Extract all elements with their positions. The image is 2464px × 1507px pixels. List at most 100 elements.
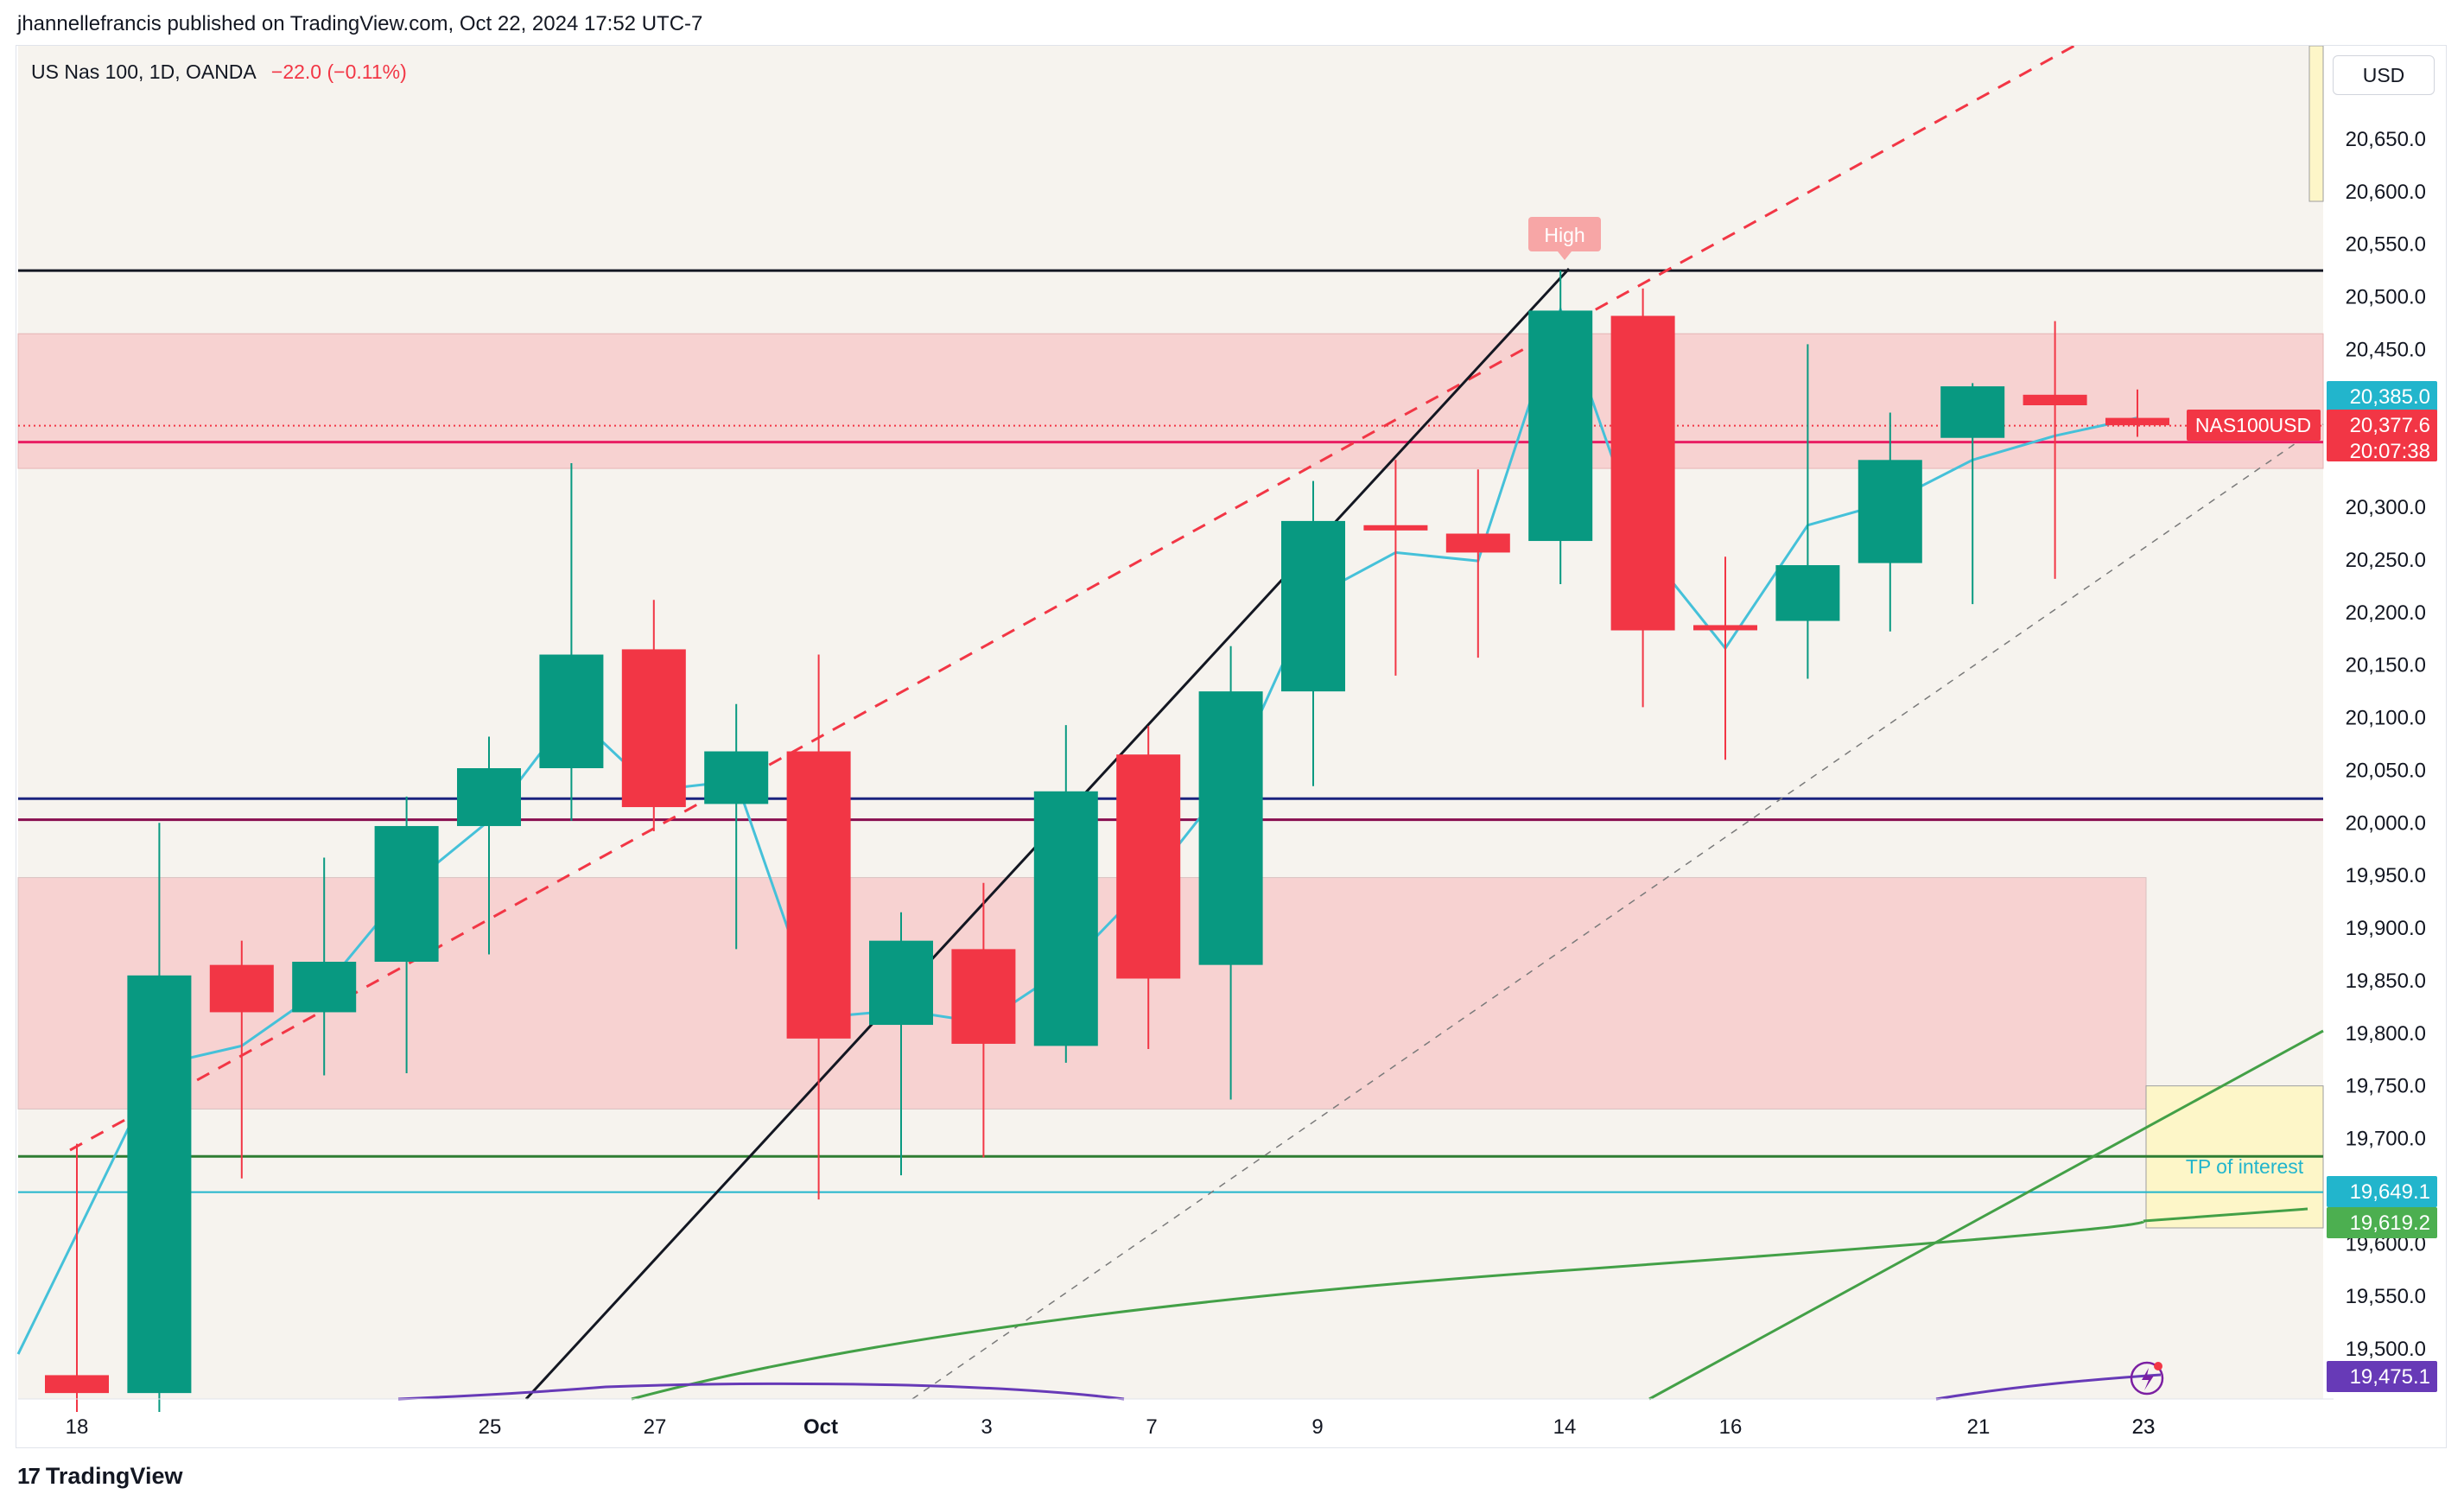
candle-body <box>869 940 933 1026</box>
x-tick-label: 3 <box>981 1415 992 1439</box>
candle-body <box>1693 625 1757 631</box>
lightning-icon-dot <box>2154 1362 2162 1370</box>
y-tick-label: 19,800.0 <box>2346 1022 2426 1046</box>
price-change: −22.0 (−0.11%) <box>270 60 407 83</box>
chart-pane[interactable]: High TP of interest 20,650.0 20,600.0 20,55… <box>16 45 2447 1448</box>
y-tick-label: 20,500.0 <box>2346 286 2426 309</box>
dashed-grey-trendline[interactable] <box>911 423 2324 1400</box>
candle-body <box>127 975 192 1394</box>
candle[interactable] <box>1528 270 1593 584</box>
x-tick-label: 23 <box>2132 1415 2156 1439</box>
green-level-tag-box <box>2327 1207 2437 1238</box>
current-price-tag-text: 20:07:38 <box>2350 440 2430 463</box>
candle-body <box>1610 315 1675 631</box>
candle-body <box>1858 460 1922 563</box>
candle-body <box>374 825 439 962</box>
candle[interactable] <box>2023 321 2087 579</box>
y-tick-label: 20,050.0 <box>2346 759 2426 782</box>
candle[interactable] <box>1281 480 1345 786</box>
symbol-legend[interactable]: US Nas 100, 1D, OANDA −22.0 (−0.11%) <box>31 60 407 84</box>
candle[interactable] <box>292 857 357 1076</box>
candle-body <box>1940 386 2005 438</box>
candle[interactable] <box>869 912 933 1176</box>
lightning-icon-bolt <box>2142 1368 2154 1390</box>
x-tick-label: 14 <box>1553 1415 1577 1439</box>
candle[interactable] <box>951 882 1016 1158</box>
x-tick-label: 18 <box>66 1415 89 1439</box>
last-price-tag-box <box>2327 381 2437 412</box>
green-trendline[interactable] <box>1648 1029 2324 1401</box>
x-tick-label: 27 <box>644 1415 667 1439</box>
cyan-level-tag[interactable]: 19,649.1 <box>2327 1176 2437 1207</box>
lightning-icon-ring <box>2130 1361 2164 1396</box>
currency-label: USD <box>2362 63 2405 86</box>
lightning-icon[interactable] <box>2130 1361 2164 1396</box>
candle[interactable] <box>1940 383 2005 605</box>
candle[interactable] <box>786 654 851 1200</box>
publication-attribution: jhannellefrancis published on TradingVie… <box>17 12 703 35</box>
dashed-red-trendline[interactable] <box>69 46 2075 1152</box>
green-moving-average[interactable] <box>631 1207 2308 1401</box>
symbol-tag[interactable]: NAS100USD <box>2187 410 2321 441</box>
candle[interactable] <box>1445 469 1510 658</box>
candle[interactable] <box>1693 556 1757 760</box>
symbol-title: US Nas 100, 1D, OANDA <box>31 60 256 83</box>
tradingview-brand[interactable]: 17 TradingView <box>17 1463 182 1490</box>
candle-body <box>1445 533 1510 553</box>
resistance-zone[interactable] <box>17 333 2324 469</box>
y-tick-label: 19,550.0 <box>2346 1285 2426 1308</box>
currency-button[interactable]: USD <box>2333 55 2435 95</box>
candle[interactable] <box>2105 389 2169 437</box>
candle[interactable] <box>621 600 686 832</box>
candle-body <box>457 768 521 826</box>
current-price-tag[interactable]: 20,377.6 20:07:38 <box>2327 410 2437 463</box>
candle[interactable] <box>457 736 521 955</box>
candle[interactable] <box>1116 726 1181 1050</box>
candle[interactable] <box>127 823 192 1413</box>
y-tick-label: 19,500.0 <box>2346 1338 2426 1361</box>
candle-body <box>292 962 357 1013</box>
candle-body <box>1033 791 1098 1046</box>
plot-background <box>18 46 2323 1399</box>
candlestick-chart[interactable]: High TP of interest 20,650.0 20,600.0 20,55… <box>16 46 2448 1449</box>
last-price-tag[interactable]: 20,385.0 <box>2327 381 2437 412</box>
candle-body <box>1363 525 1428 531</box>
green-level-tag[interactable]: 19,619.2 <box>2327 1207 2437 1238</box>
green-level-tag-text: 19,619.2 <box>2350 1211 2430 1235</box>
candle[interactable] <box>1775 344 1840 679</box>
candle[interactable] <box>704 703 769 950</box>
candle-body <box>786 751 851 1039</box>
y-tick-label: 20,250.0 <box>2346 549 2426 572</box>
y-tick-label: 20,150.0 <box>2346 654 2426 677</box>
y-tick-label: 19,750.0 <box>2346 1075 2426 1098</box>
y-tick-label: 20,450.0 <box>2346 338 2426 361</box>
candle-body <box>1281 520 1345 692</box>
note-box[interactable] <box>2308 46 2324 202</box>
high-annotation[interactable]: High <box>1528 217 1601 260</box>
candle[interactable] <box>539 462 604 821</box>
y-tick-label: 19,850.0 <box>2346 970 2426 993</box>
x-tick-label: 25 <box>479 1415 502 1439</box>
candle-body <box>1528 310 1593 542</box>
candle[interactable] <box>45 1143 109 1413</box>
candle-body <box>2023 394 2087 405</box>
cyan-level-tag-box <box>2327 1176 2437 1207</box>
candle-body <box>539 654 604 768</box>
high-label: High <box>1544 224 1584 246</box>
candle[interactable] <box>209 940 274 1179</box>
y-tick-label: 20,300.0 <box>2346 496 2426 519</box>
x-tick-label: 23 <box>2132 1415 2156 1439</box>
symbol-tag-text: NAS100USD <box>2195 414 2311 436</box>
candle-body <box>45 1375 109 1394</box>
candle[interactable] <box>1858 412 1922 632</box>
purple-moving-average[interactable] <box>397 1373 2162 1401</box>
purple-level-tag[interactable]: 19,475.1 <box>2327 1361 2437 1392</box>
candle-body <box>1775 565 1840 621</box>
y-tick-label: 19,900.0 <box>2346 917 2426 940</box>
candle[interactable] <box>1610 288 1675 708</box>
candle[interactable] <box>1198 645 1263 1100</box>
candle[interactable] <box>374 796 439 1074</box>
candle[interactable] <box>1363 460 1428 676</box>
current-price-tag-text: 20,377.6 <box>2350 414 2430 437</box>
candle[interactable] <box>1033 725 1098 1063</box>
